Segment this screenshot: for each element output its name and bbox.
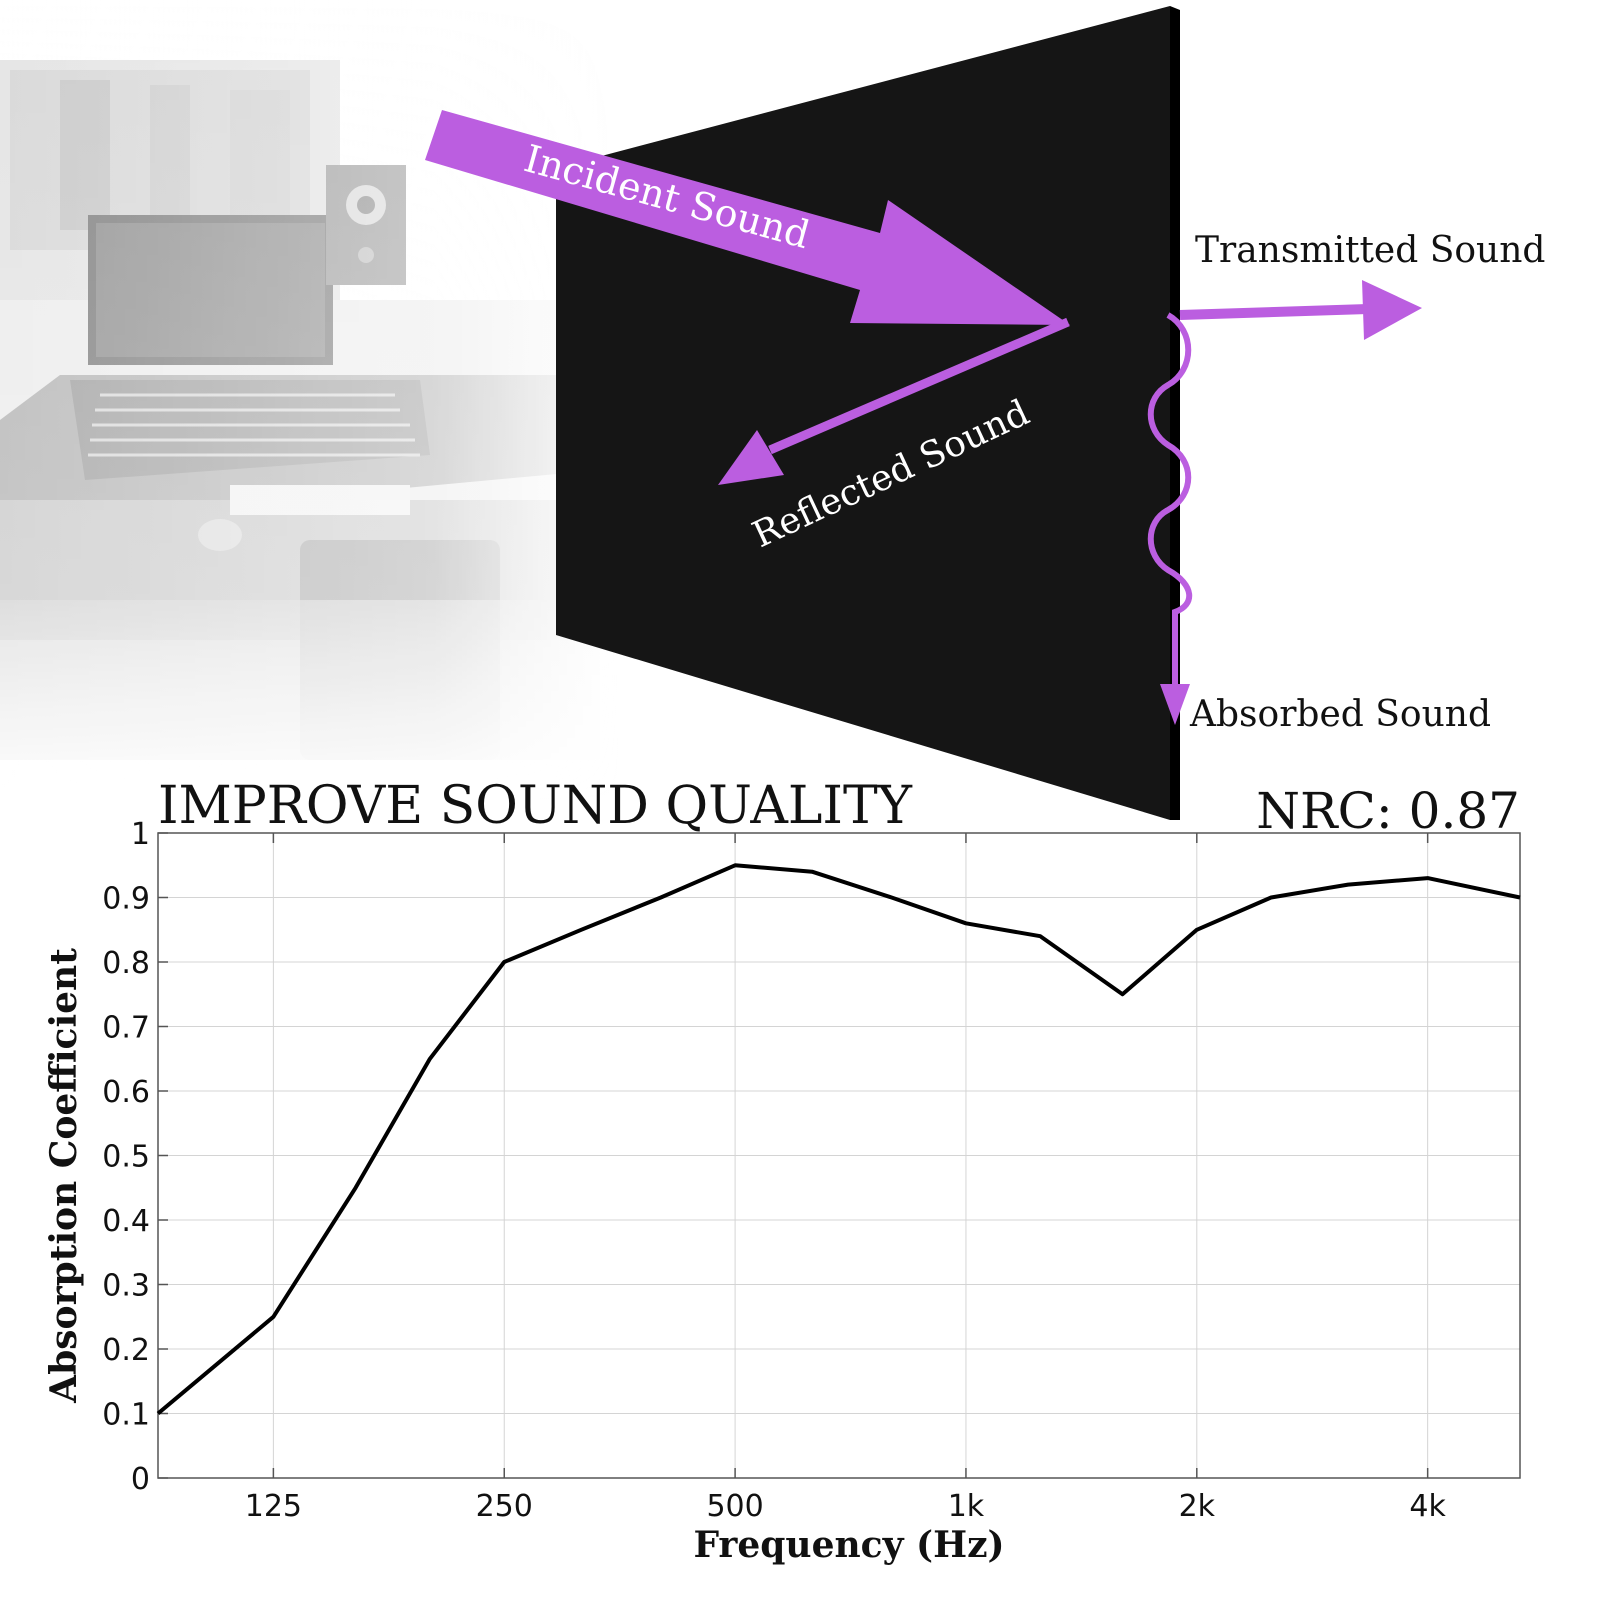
x-tick-label: 1k	[948, 1489, 985, 1524]
nrc-label: NRC: 0.87	[1256, 782, 1520, 840]
y-tick-label: 0.9	[102, 882, 150, 917]
y-tick-label: 0.7	[102, 1011, 150, 1046]
grid	[158, 833, 1520, 1478]
x-axis-label: Frequency (Hz)	[693, 1524, 1004, 1566]
x-tick-label: 500	[706, 1489, 763, 1524]
x-tick-label: 250	[476, 1489, 533, 1524]
x-axis-ticks: 125 250 500 1k 2k 4k	[245, 833, 1447, 1524]
y-tick-label: 1	[131, 817, 150, 852]
transmitted-label: Transmitted Sound	[1195, 230, 1545, 271]
y-tick-label: 0	[131, 1462, 150, 1497]
y-tick-label: 0.6	[102, 1075, 150, 1110]
x-tick-label: 125	[245, 1489, 302, 1524]
absorbed-label: Absorbed Sound	[1189, 694, 1491, 735]
y-tick-label: 0.1	[102, 1398, 150, 1433]
studio-background	[0, 0, 620, 800]
y-tick-label: 0.2	[102, 1333, 150, 1368]
absorbed-arrow	[1147, 312, 1193, 725]
acoustic-panel	[556, 6, 1180, 820]
reflected-arrow	[718, 317, 1070, 485]
series-line	[156, 863, 1521, 1416]
y-tick-label: 0.3	[102, 1269, 150, 1304]
y-axis-label: Absorption Coefficient	[43, 948, 85, 1404]
incident-arrow	[425, 110, 1070, 325]
transmitted-arrow	[1179, 280, 1422, 340]
headline: IMPROVE SOUND QUALITY	[158, 776, 913, 836]
x-tick-label: 2k	[1179, 1489, 1216, 1524]
absorption-chart: 00.10.20.30.40.50.60.70.80.91 125 250 500 1…	[43, 817, 1521, 1566]
y-axis-ticks: 0 0.1 0.2 0.3 0.4 0.5 0.6 0.7 0.8 0.9 1	[102, 817, 168, 1497]
y-tick-label: 0.4	[102, 1204, 150, 1239]
y-tick-label: 0.8	[102, 946, 150, 981]
y-tick-label: 0.5	[102, 1140, 150, 1175]
x-tick-label: 4k	[1409, 1489, 1446, 1524]
